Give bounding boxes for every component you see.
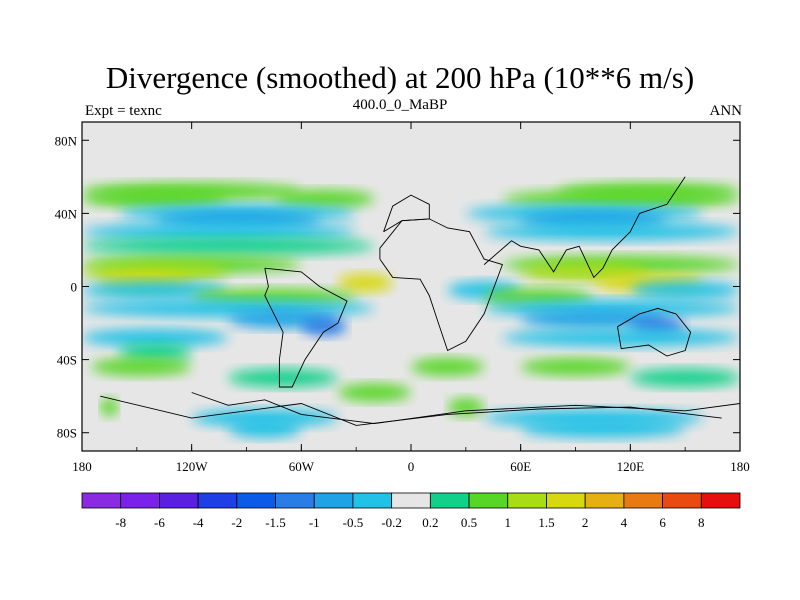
- colorbar-label: -1.5: [265, 515, 286, 530]
- colorbar-box: [159, 492, 199, 509]
- colorbar-label: -0.2: [381, 515, 402, 530]
- coastlines: [100, 176, 740, 426]
- contour-band: [82, 237, 375, 256]
- season-label: ANN: [709, 103, 743, 119]
- colorbar-label: 8: [698, 515, 705, 530]
- colorbar-label: 4: [621, 515, 628, 530]
- contour-band: [228, 420, 302, 439]
- contour-band: [520, 310, 667, 329]
- colorbar-box: [313, 492, 354, 509]
- contour-band: [82, 222, 357, 241]
- x-tick-label: 60W: [289, 459, 315, 474]
- x-tick-label: 0: [408, 459, 415, 474]
- coastline-outline: [264, 267, 348, 388]
- colorbar-box: [700, 492, 741, 509]
- colorbar-label: -0.5: [343, 515, 364, 530]
- contour-band: [82, 189, 229, 208]
- colorbar-label: -6: [154, 515, 165, 530]
- contour-band: [118, 343, 192, 362]
- colorbar-label: -2: [231, 515, 242, 530]
- contour-band: [100, 398, 119, 417]
- contour-band: [301, 317, 348, 336]
- x-tick-label: 120E: [617, 459, 645, 474]
- colorbar-label: -4: [193, 515, 204, 530]
- coastline-outline: [617, 307, 692, 357]
- contour-band: [630, 368, 740, 387]
- colorbar-box: [197, 492, 238, 509]
- coastline-outline: [191, 392, 740, 425]
- y-tick-label: 40N: [55, 206, 78, 221]
- y-tick-label: 40S: [57, 353, 77, 368]
- coastline-outline: [483, 176, 686, 279]
- experiment-label: Expt = texnc: [85, 103, 162, 119]
- colorbar-label: 2: [582, 515, 589, 530]
- contour-band: [337, 273, 393, 292]
- colorbar-box: [120, 492, 160, 509]
- x-axis: 180 120W 60W 0 60E 120E 180: [72, 122, 750, 474]
- contour-band: [520, 420, 686, 439]
- contour-band: [520, 357, 631, 376]
- colorbar-box: [391, 492, 431, 509]
- coastline-outline: [379, 218, 503, 352]
- contour-band: [484, 222, 740, 241]
- contour-band: [82, 281, 229, 300]
- colorbar-box: [584, 492, 625, 509]
- x-tick-label: 180: [72, 459, 92, 474]
- colorbar-box: [468, 492, 509, 509]
- colorbar-box: [81, 492, 122, 509]
- contour-fields: [82, 182, 740, 439]
- colorbar-box: [507, 492, 547, 509]
- x-tick-label: 180: [730, 459, 750, 474]
- colorbar-box: [623, 492, 663, 509]
- y-tick-label: 80S: [57, 426, 77, 441]
- contour-band: [411, 357, 485, 376]
- y-axis: 80N 40N 0 40S 80S: [55, 133, 740, 441]
- y-tick-label: 80N: [55, 133, 78, 148]
- time-label: 400.0_0_MaBP: [352, 97, 448, 113]
- colorbar-label: 1: [505, 515, 512, 530]
- colorbar-label: 1.5: [538, 515, 554, 530]
- contour-band: [82, 299, 375, 318]
- y-tick-label: 0: [71, 280, 78, 295]
- contour-band: [82, 328, 229, 347]
- colorbar-box: [429, 492, 470, 509]
- colorbar-box: [236, 492, 276, 509]
- colorbar-box: [546, 492, 586, 509]
- colorbar-box: [662, 492, 702, 509]
- contour-band: [228, 368, 338, 387]
- colorbar-label: 0.5: [461, 515, 477, 530]
- colorbar: -8 -6 -4 -2 -1.5 -1 -0.5 -0.2 0.2 0.5 1 1.5 2 4 6 8: [81, 492, 741, 530]
- contour-band: [630, 281, 740, 300]
- colorbar-label: 6: [659, 515, 666, 530]
- contour-band: [273, 189, 375, 208]
- contour-band: [337, 383, 412, 402]
- colorbar-label: 0.2: [422, 515, 438, 530]
- colorbar-label: -1: [309, 515, 320, 530]
- x-tick-label: 120W: [176, 459, 209, 474]
- colorbar-label: -8: [115, 515, 126, 530]
- contour-band: [91, 357, 192, 376]
- contour-band: [502, 189, 740, 208]
- contour-band: [502, 328, 740, 347]
- colorbar-box: [352, 492, 393, 509]
- x-tick-label: 60E: [510, 459, 531, 474]
- chart-title: Divergence (smoothed) at 200 hPa (10**6 …: [105, 60, 695, 95]
- colorbar-box: [275, 492, 315, 509]
